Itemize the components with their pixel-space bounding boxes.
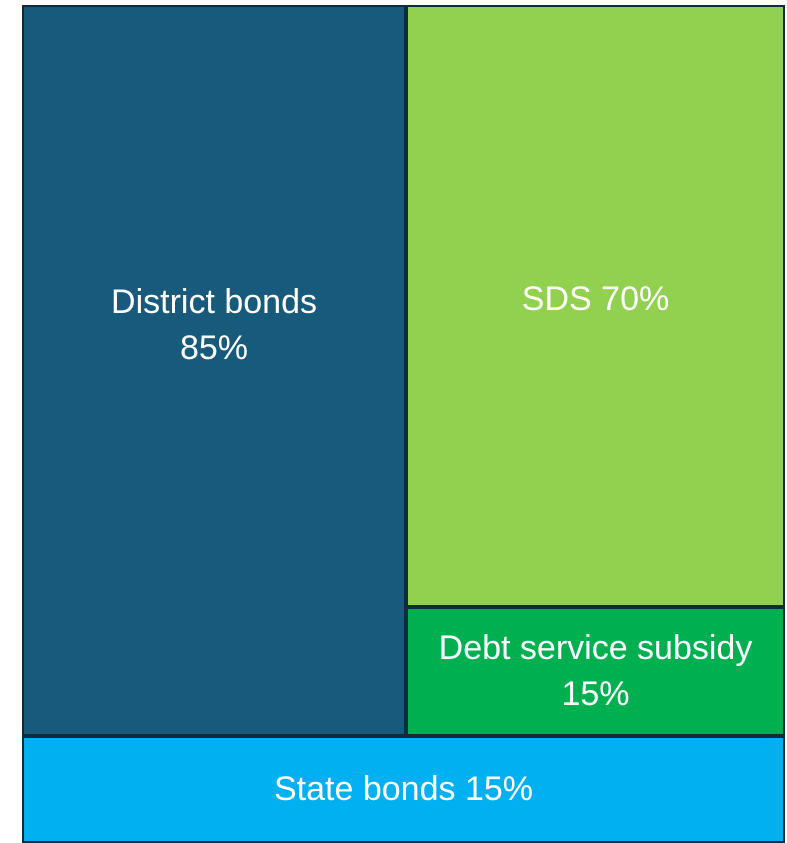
category-name: Debt service subsidy xyxy=(438,628,753,667)
value-label: 15% xyxy=(561,674,630,713)
state-bonds-tile: State bonds 15% xyxy=(22,736,785,843)
value-label: 70% xyxy=(601,280,670,319)
sds-tile: SDS 70% xyxy=(406,5,785,607)
tile-label: SDS 70% xyxy=(522,277,669,323)
tile-label: State bonds 15% xyxy=(274,767,533,813)
tile-label: Debt service subsidy 15% xyxy=(428,626,763,718)
value-label: 85% xyxy=(179,328,249,367)
tile-label: District bonds 85% xyxy=(111,280,317,372)
value-label: 15% xyxy=(464,769,533,808)
category-name: District bonds xyxy=(111,282,317,321)
category-name: State bonds xyxy=(274,769,456,808)
treemap: District bonds 85% SDS 70% Debt service su… xyxy=(22,5,785,843)
debt-service-tile: Debt service subsidy 15% xyxy=(406,607,785,736)
district-bonds-tile: District bonds 85% xyxy=(22,5,406,736)
category-name: SDS xyxy=(521,280,592,319)
